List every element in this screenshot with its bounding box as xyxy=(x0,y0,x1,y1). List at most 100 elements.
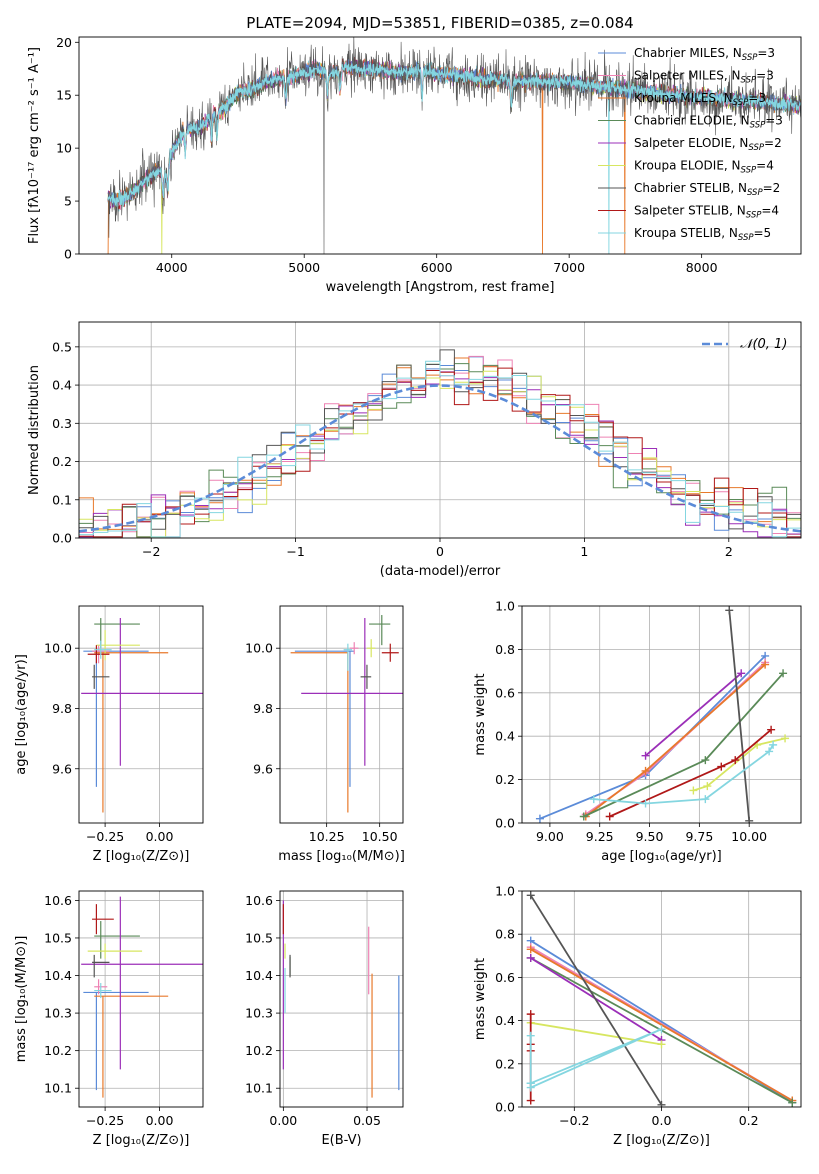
weight-marker xyxy=(526,1096,535,1105)
legend-tail: =3 xyxy=(765,114,783,128)
legend-tail: =2 xyxy=(764,136,782,150)
legend-tail: =5 xyxy=(754,226,772,240)
y-tick-label: 0.4 xyxy=(495,1013,515,1028)
weight-marker xyxy=(535,814,544,823)
histogram-kroupa-stelib xyxy=(79,360,801,538)
x-tick-label: 0.2 xyxy=(739,1113,759,1128)
weight-marker xyxy=(717,762,726,771)
y-tick-label: 0.0 xyxy=(52,531,72,546)
axes-frame xyxy=(279,890,404,1108)
y-tick-label: 0 xyxy=(64,247,72,262)
errorbar-kroupa-stelib xyxy=(94,640,112,659)
legend-sub: SSP xyxy=(741,166,757,176)
x-tick-label: 0.00 xyxy=(146,1113,174,1128)
weight-marker xyxy=(605,812,614,821)
weight-line-chabrier-stelib xyxy=(529,894,663,1106)
y-tick-label: 0.8 xyxy=(495,642,515,657)
legend-sub: SSP xyxy=(750,121,766,131)
weight-marker xyxy=(781,734,790,743)
errorbar-salpeter-elodie xyxy=(81,618,203,766)
y-tick-label: 10.3 xyxy=(44,1006,72,1021)
y-tick-label: 0.0 xyxy=(495,1100,515,1115)
errorbar-salpeter-elodie xyxy=(301,618,403,766)
errorbar-kroupa-stelib xyxy=(94,983,112,999)
legend-label: Chabrier MILES, NSSP=3 xyxy=(634,46,775,63)
y-tick-label: 10.2 xyxy=(245,1043,273,1058)
legend-text: Salpeter STELIB, N xyxy=(634,204,746,218)
errorbar-kroupa-elodie xyxy=(96,630,140,661)
y-tick-label: 0.2 xyxy=(495,1056,515,1071)
legend-sub: SSP xyxy=(748,143,764,153)
legend-text: Kroupa ELODIE, N xyxy=(634,159,741,173)
errorbar-kroupa-miles xyxy=(94,652,169,813)
panel-spectrum: 4000 5000 6000 7000 8000 0 5 10 15 20 PLATE=2094, … xyxy=(27,14,802,295)
y-tick-label: 10.5 xyxy=(44,930,72,945)
y-tick-label: 10.3 xyxy=(245,1006,273,1021)
errorbar-chabrier-elodie xyxy=(369,615,391,646)
y-axis-label: age [log₁₀(age/yr)] xyxy=(14,654,29,775)
weight-marker xyxy=(526,945,535,954)
weight-marker xyxy=(701,756,710,765)
weight-marker xyxy=(731,756,740,765)
weight-marker xyxy=(769,740,778,749)
legend-label: Chabrier STELIB, NSSP=2 xyxy=(634,181,780,198)
y-tick-label: 9.6 xyxy=(52,761,72,776)
x-axis-label: Z [log₁₀(Z/Z⊙)] xyxy=(613,1133,710,1148)
y-tick-label: 10.0 xyxy=(245,641,273,656)
plot-area xyxy=(522,606,801,823)
x-tick-label: 7000 xyxy=(553,260,585,275)
y-tick-label: 0.2 xyxy=(495,772,515,787)
errorbar-chabrier-miles xyxy=(83,650,149,787)
weight-line-kroupa-elodie xyxy=(530,1021,662,1046)
x-tick-label: −0.25 xyxy=(86,1113,124,1128)
legend-label: Chabrier ELODIE, NSSP=3 xyxy=(634,114,783,131)
y-tick-label: 0.5 xyxy=(52,339,72,354)
y-tick-label: 0.8 xyxy=(495,927,515,942)
panel-mass-vs-ebv: 0.00 0.05 10.1 10.2 10.3 10.4 10.5 10.6 E(B-V) xyxy=(245,890,404,1148)
errorbar-salpeter-stelib xyxy=(381,643,399,662)
y-tick-label: 15 xyxy=(56,88,72,103)
errorbar-kroupa-elodie xyxy=(366,639,376,658)
y-tick-label: 9.6 xyxy=(253,761,273,776)
weight-marker xyxy=(641,766,650,775)
weight-marker xyxy=(579,812,588,821)
weight-marker xyxy=(657,1100,666,1107)
panel-age-vs-mass: 10.25 10.50 9.6 9.8 10.0 mass [log₁₀(M/M⊙)] xyxy=(245,605,405,864)
y-axis-label: mass [log₁₀(M/M⊙)] xyxy=(14,936,29,1063)
weight-line-kroupa-elodie xyxy=(693,737,786,792)
errorbar-kroupa-elodie xyxy=(87,943,143,959)
y-tick-label: 0.1 xyxy=(52,492,72,507)
weight-line-salpeter-elodie xyxy=(645,672,742,757)
errorbar-chabrier-stelib xyxy=(360,664,372,689)
legend-text: Kroupa STELIB, N xyxy=(634,226,738,240)
y-tick-label: 10.6 xyxy=(245,893,273,908)
y-tick-label: 20 xyxy=(56,35,72,50)
x-axis-label: mass [log₁₀(M/M⊙)] xyxy=(278,849,405,864)
y-tick-label: 0.2 xyxy=(52,454,72,469)
axes-frame xyxy=(78,605,204,824)
weight-marker xyxy=(641,799,650,808)
errorbar-chabrier-miles xyxy=(83,991,149,1091)
weight-marker xyxy=(703,782,712,791)
x-tick-label: 9.50 xyxy=(636,829,664,844)
chart-title: PLATE=2094, MJD=53851, FIBERID=0385, z=0… xyxy=(246,14,633,32)
weight-marker xyxy=(788,1098,797,1107)
plot-area xyxy=(522,891,801,1107)
legend-sub: SSP xyxy=(733,98,749,108)
y-axis-label: mass weight xyxy=(473,958,488,1040)
legend-tail: =4 xyxy=(761,204,779,218)
panel-residuals: −2 −1 0 1 2 0.0 0.1 0.2 0.3 0.4 0.5 (data-model)/er… xyxy=(27,321,802,579)
y-axis-label: Flux [fλ10⁻¹⁷ erg cm⁻² s⁻¹ A⁻¹] xyxy=(27,47,42,244)
errorbar-kroupa-miles xyxy=(94,995,169,1098)
legend-text: Salpeter MILES, N xyxy=(634,69,741,83)
legend-sub: SSP xyxy=(741,76,757,86)
spectrum-line-kroupa-stelib xyxy=(107,57,801,254)
weight-line-kroupa-miles xyxy=(585,663,766,818)
legend-tail: =3 xyxy=(756,69,774,83)
weight-marker xyxy=(589,795,598,804)
x-tick-label: 5000 xyxy=(288,260,320,275)
x-tick-label: 9.25 xyxy=(586,829,614,844)
weight-marker xyxy=(779,669,788,678)
y-tick-label: 0.6 xyxy=(495,970,515,985)
axes-frame xyxy=(78,36,802,255)
